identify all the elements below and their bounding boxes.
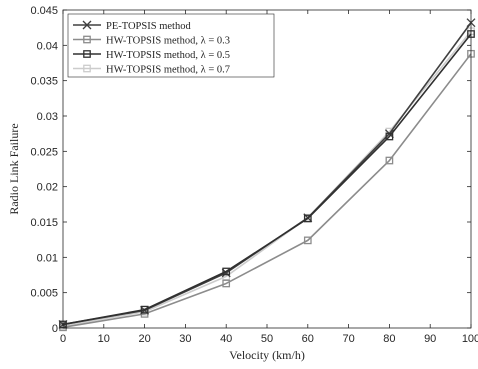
- legend-box: [67, 13, 275, 78]
- y-tick-label: 0.02: [37, 182, 58, 194]
- y-tick-label: 0.025: [30, 146, 58, 158]
- x-tick-label: 80: [383, 333, 395, 345]
- legend-label: HW-TOPSIS method, λ = 0.5: [106, 50, 230, 61]
- x-tick-label: 0: [60, 333, 66, 345]
- legend-marker: [83, 50, 91, 58]
- y-tick-label: 0.04: [37, 40, 58, 52]
- x-tick-label: 30: [179, 333, 191, 345]
- x-tick-label: 10: [98, 333, 110, 345]
- series-layer: [58, 18, 476, 332]
- legend-label: HW-TOPSIS method, λ = 0.3: [106, 36, 230, 47]
- y-tick-label: 0.045: [30, 5, 58, 17]
- x-axis-label: Velocity (km/h): [229, 348, 305, 362]
- x-tick-label: 50: [261, 333, 273, 345]
- series-3: [59, 30, 475, 329]
- legend-entry-2: HW-TOPSIS method, λ = 0.3: [73, 36, 230, 47]
- legend-marker: [83, 64, 91, 73]
- legend-label: HW-TOPSIS method, λ = 0.7: [106, 65, 230, 76]
- legend-items: PE-TOPSIS method HW-TOPSIS method, λ = 0.…: [73, 20, 230, 76]
- legend-entry-1: PE-TOPSIS method: [73, 20, 191, 32]
- data-point: [222, 279, 231, 288]
- y-tick-label: 0.035: [30, 76, 58, 88]
- x-tick-label: 100: [462, 333, 478, 345]
- legend-entry-3: HW-TOPSIS method, λ = 0.5: [73, 50, 230, 61]
- series-line: [62, 53, 472, 329]
- data-point: [303, 214, 312, 223]
- y-tick-label: 0.015: [30, 217, 58, 229]
- data-point: [140, 305, 149, 314]
- ticks-layer: 0 10 20 30 40 50 60 70 80 90 100 0 0.005 0.01 0.015 0.0…: [30, 5, 478, 345]
- data-point: [385, 156, 394, 165]
- x-tick-label: 90: [424, 333, 436, 345]
- legend-marker: [83, 35, 91, 44]
- y-tick-label: 0.005: [30, 288, 58, 300]
- y-tick-label: 0.03: [37, 111, 58, 123]
- legend: PE-TOPSIS method HW-TOPSIS method, λ = 0.…: [67, 13, 275, 78]
- y-axis-label: Radio Link Failure: [7, 123, 21, 214]
- x-tick-label: 40: [220, 333, 232, 345]
- data-point: [222, 267, 231, 276]
- data-point: [385, 132, 394, 141]
- x-tick-label: 60: [302, 333, 314, 345]
- series-line: [62, 33, 472, 326]
- y-tick-label: 0.01: [37, 252, 58, 264]
- legend-entry-4: HW-TOPSIS method, λ = 0.7: [73, 65, 230, 76]
- legend-marker: [82, 20, 92, 30]
- x-tick-label: 20: [138, 333, 150, 345]
- data-point: [303, 236, 312, 245]
- y-tick-label: 0: [52, 323, 58, 335]
- legend-label: PE-TOPSIS method: [106, 21, 191, 32]
- x-tick-label: 70: [342, 333, 354, 345]
